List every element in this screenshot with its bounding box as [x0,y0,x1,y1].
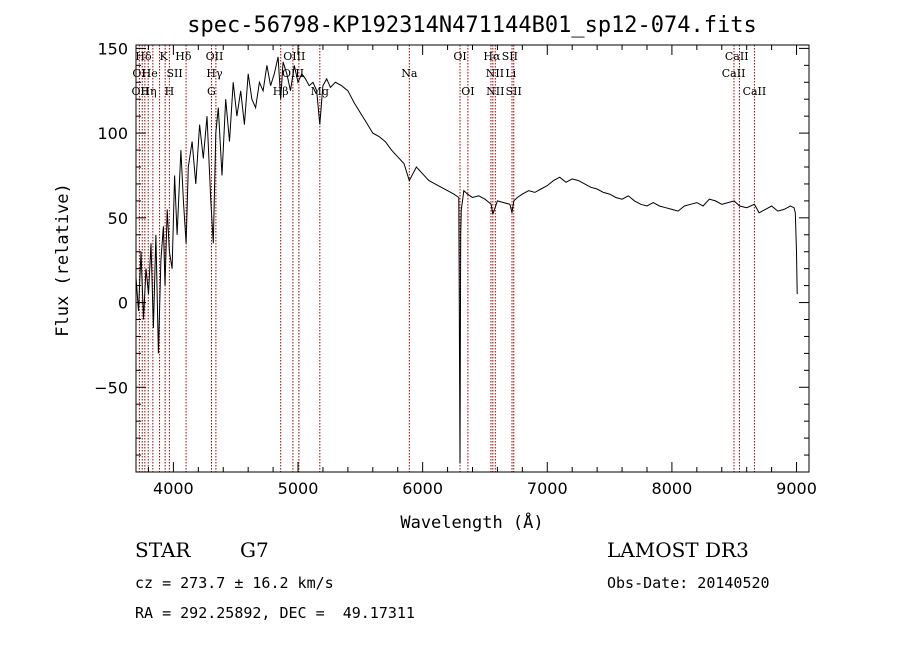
y-tick-label: 100 [97,124,128,143]
x-tick-label: 8000 [652,479,693,498]
y-tick-label: 150 [97,39,128,58]
line-label: Hγ [206,67,223,80]
line-label: SII [502,50,518,63]
line-label: CaII [743,85,767,98]
line-label: SII [167,67,183,80]
line-label: Hα [483,50,501,63]
line-label: CaII [722,67,746,80]
spectrum-line [135,56,798,464]
x-tick-label: 7000 [527,479,568,498]
object-subclass: G7 [240,538,269,562]
plot-frame [135,44,810,473]
coordinates-readout: RA = 292.25892, DEC = 49.17311 [135,604,415,622]
object-class: STAR [135,538,191,562]
line-label: NII [486,85,504,98]
line-label: Mg [311,85,329,98]
y-tick-label: 50 [108,209,128,228]
chart-title: spec-56798-KP192314N471144B01_sp12-074.f… [187,13,757,38]
redshift-readout: cz = 273.7 ± 16.2 km/s [135,574,334,592]
line-label: NII [486,67,504,80]
y-tick-label: −50 [94,378,128,397]
line-label: Na [401,67,418,80]
x-tick-label: 9000 [776,479,817,498]
x-tick-label: 5000 [278,479,319,498]
x-axis-label: Wavelength (Å) [400,511,543,533]
line-label: H [165,85,175,98]
spectral-line-markers [138,45,755,472]
line-label: G [207,85,216,98]
axis-ticks: 4000 5000 6000 7000 8000 9000 −50 0 50 100 150 [94,39,817,498]
x-tick-label: 6000 [402,479,443,498]
line-label: CaII [725,50,749,63]
line-label: Hδ [135,50,152,63]
line-label: OIII [283,50,305,63]
observation-date: Obs-Date: 20140520 [607,574,770,592]
line-label: K [160,50,169,63]
line-label: Hδ [175,50,192,63]
line-label: Li [505,67,516,80]
line-label: OI [461,85,474,98]
y-axis-label: Flux (relative) [53,183,73,337]
survey-name: LAMOST DR3 [607,538,749,562]
line-label: OI [453,50,466,63]
line-label: SII [506,85,522,98]
y-tick-label: 0 [118,294,128,313]
line-label: Hη [140,85,156,98]
line-label: OII [206,50,224,63]
line-label: He [142,67,158,80]
x-tick-label: 4000 [153,479,194,498]
